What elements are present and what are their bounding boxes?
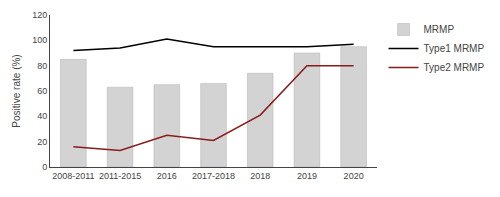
svg-text:100: 100 xyxy=(32,35,47,45)
svg-text:Type1 MRMP: Type1 MRMP xyxy=(424,43,485,54)
svg-text:120: 120 xyxy=(32,10,47,20)
svg-text:20: 20 xyxy=(37,137,47,147)
svg-text:Positive rate (%): Positive rate (%) xyxy=(11,54,22,127)
svg-text:60: 60 xyxy=(37,86,47,96)
svg-text:MRMP: MRMP xyxy=(424,24,455,35)
svg-text:2011-2015: 2011-2015 xyxy=(99,171,141,181)
svg-text:Type2 MRMP: Type2 MRMP xyxy=(424,62,485,73)
svg-text:2008-2011: 2008-2011 xyxy=(52,171,94,181)
svg-text:2019: 2019 xyxy=(297,171,317,181)
svg-text:80: 80 xyxy=(37,61,47,71)
svg-text:2018: 2018 xyxy=(250,171,270,181)
svg-text:40: 40 xyxy=(37,111,47,121)
svg-text:2020: 2020 xyxy=(344,171,364,181)
svg-text:2016: 2016 xyxy=(157,171,177,181)
svg-text:2017-2018: 2017-2018 xyxy=(192,171,235,181)
svg-text:0: 0 xyxy=(42,162,47,172)
